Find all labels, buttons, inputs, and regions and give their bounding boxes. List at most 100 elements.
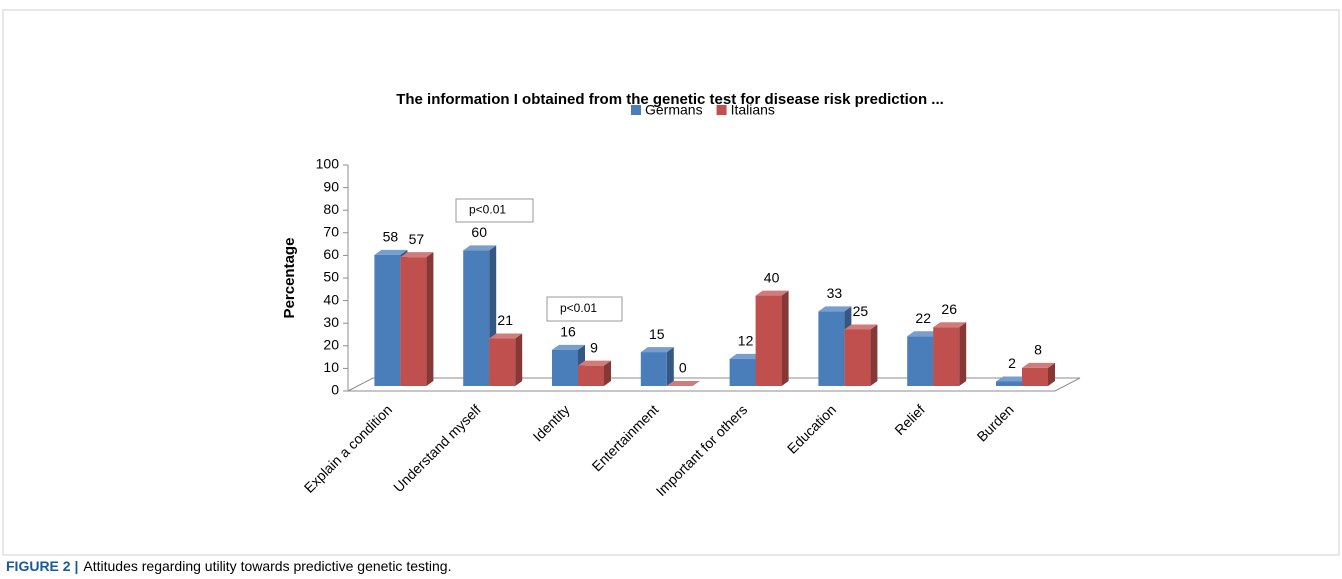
bar-side (515, 333, 523, 386)
caption-label: FIGURE 2 | (6, 558, 78, 574)
bar-top (907, 331, 941, 337)
y-tick-label: 100 (316, 156, 340, 172)
annotation: p<0.01 (469, 203, 506, 217)
bar-top (578, 360, 611, 366)
y-tick-label: 50 (323, 269, 339, 285)
data-label: 60 (471, 224, 487, 240)
data-label: 21 (497, 312, 513, 328)
bar-top (844, 324, 878, 330)
bar (844, 324, 878, 386)
y-tick-label: 90 (323, 178, 339, 194)
y-tick-label: 0 (331, 382, 339, 398)
bar-front (489, 338, 516, 386)
bar-front (1022, 367, 1048, 386)
bar-front (552, 349, 578, 386)
data-label: 0 (679, 360, 687, 376)
y-tick-label: 10 (323, 359, 339, 375)
bar-front (578, 365, 604, 386)
y-tick-label: 20 (323, 337, 339, 353)
bar-side (870, 324, 878, 386)
x-tick-label: Burden (973, 401, 1016, 444)
bar-side (426, 252, 434, 386)
data-label: 26 (941, 301, 957, 317)
x-tick-label: Identity (530, 401, 573, 444)
bar-front (374, 254, 401, 386)
x-tick-label: Relief (891, 401, 928, 438)
bar (755, 290, 789, 386)
bar-front (729, 358, 756, 386)
bar-front (755, 295, 782, 386)
bar-side (604, 360, 611, 386)
data-label: 8 (1034, 342, 1042, 358)
bar-top (996, 376, 1029, 382)
bar-front (640, 352, 667, 386)
x-tick-label: Important for others (653, 401, 751, 499)
bar-top (729, 353, 763, 359)
legend-swatch (631, 105, 641, 115)
y-tick-label: 80 (323, 201, 339, 217)
bar-side (1048, 362, 1055, 386)
bar (933, 322, 967, 386)
bar (1022, 362, 1055, 386)
annotation-box (455, 198, 534, 223)
bar-top (489, 333, 523, 339)
data-label: 25 (853, 303, 869, 319)
bar-front (844, 329, 871, 386)
caption-text: Attitudes regarding utility towards pred… (83, 558, 451, 574)
data-label: 58 (383, 229, 399, 245)
data-label: 2 (1008, 355, 1016, 371)
y-tick-label: 40 (323, 291, 339, 307)
annotation: p<0.01 (560, 301, 597, 315)
caption: FIGURE 2 | Attitudes regarding utility to… (6, 558, 451, 574)
bar-top (818, 306, 852, 312)
legend-label: Italians (731, 102, 775, 118)
chart-title: The information I obtained from the gene… (396, 91, 944, 108)
bar-front (933, 327, 960, 386)
x-tick-label: Entertainment (589, 401, 662, 474)
x-tick-label: Understand myself (390, 401, 484, 495)
bar-top (374, 249, 408, 255)
bar-front (818, 311, 845, 386)
bar-top (755, 290, 789, 296)
legend-swatch (716, 105, 727, 115)
bar-top (1022, 362, 1055, 368)
bar (400, 252, 434, 386)
bar-top (463, 245, 497, 251)
bar-side (666, 347, 674, 386)
y-tick-label: 60 (323, 246, 339, 262)
data-label: 22 (915, 310, 931, 326)
bar (489, 333, 523, 386)
floor (347, 377, 1081, 392)
y-tick-label: 70 (323, 224, 339, 240)
y-axis-label: Percentage (281, 238, 298, 319)
bar-top (400, 252, 434, 258)
bar-side (781, 290, 789, 386)
bar-front (996, 381, 1022, 386)
bar-front (907, 336, 934, 386)
bar (578, 360, 611, 386)
bar-top (666, 381, 700, 386)
figure-frame (2, 9, 1340, 556)
data-label: 9 (590, 339, 598, 355)
data-label: 15 (649, 326, 665, 342)
bar (640, 347, 674, 386)
data-label: 57 (409, 231, 425, 247)
bar-top (552, 344, 585, 350)
bar-top (933, 322, 967, 328)
annotation-box (546, 296, 623, 322)
data-label: 12 (738, 333, 754, 349)
legend-label: Germans (645, 102, 703, 118)
bar-side (959, 322, 967, 386)
bar (666, 381, 700, 386)
data-label: 16 (560, 324, 576, 340)
x-tick-label: Explain a condition (301, 401, 395, 495)
data-label: 40 (764, 269, 780, 285)
bar-top (640, 347, 674, 353)
y-tick-label: 30 (323, 314, 339, 330)
bar-front (463, 250, 490, 386)
data-label: 33 (827, 285, 843, 301)
bar-front (400, 257, 427, 386)
x-tick-label: Education (784, 401, 839, 456)
